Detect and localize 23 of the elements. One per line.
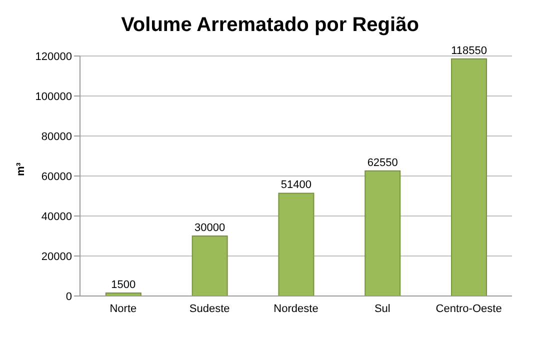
y-axis-title: m³ [14,162,27,176]
y-tick-label: 100000 [35,90,72,103]
x-tick-label: Nordeste [274,302,318,315]
data-label: 1500 [111,279,136,291]
y-tick-label: 0 [66,290,72,303]
y-tick-label: 60000 [41,170,72,183]
y-tick-label: 80000 [41,130,72,143]
x-tick-label: Centro-Oeste [436,302,502,315]
x-tick-label: Sudeste [189,302,230,315]
bar [192,236,228,296]
y-tick-label: 40000 [41,210,72,223]
chart-title: Volume Arrematado por Região [120,13,420,38]
x-tick-label: Sul [374,302,390,315]
data-label: 62550 [367,156,398,169]
bar [451,58,488,296]
bar [364,170,401,296]
y-tick-label: 120000 [35,50,72,63]
data-label: 30000 [194,222,226,234]
x-tick-label: Norte [110,302,137,315]
data-label: 118550 [451,44,487,57]
bar [278,192,314,296]
y-tick-label: 20000 [41,250,72,263]
data-label: 51400 [280,179,312,192]
